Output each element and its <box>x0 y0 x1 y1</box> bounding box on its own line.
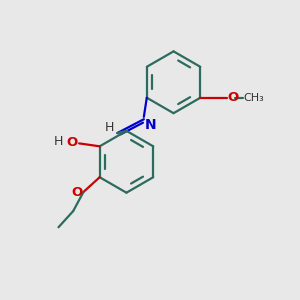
Text: H: H <box>53 135 63 148</box>
Text: O: O <box>227 91 239 104</box>
Text: H: H <box>104 121 114 134</box>
Text: O: O <box>71 186 82 199</box>
Text: CH₃: CH₃ <box>243 93 264 103</box>
Text: O: O <box>66 136 78 149</box>
Text: N: N <box>145 118 156 132</box>
